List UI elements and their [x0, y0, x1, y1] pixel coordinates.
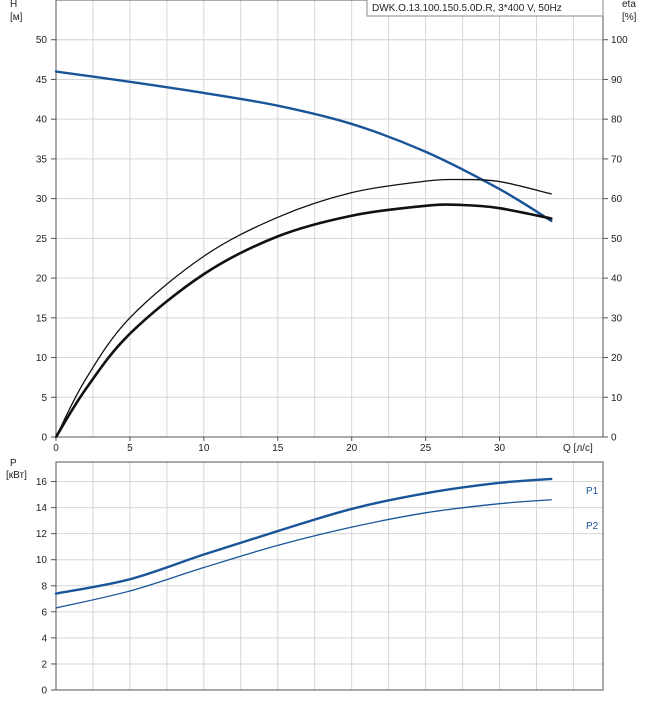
y-tick-label-power: 4 [41, 633, 47, 644]
bottom-series-group [54, 477, 553, 609]
x-tick-label: 5 [127, 443, 133, 454]
y-tick-label-right: 100 [611, 35, 628, 46]
y-tick-label-right: 50 [611, 234, 623, 245]
y-tick-label-left: 20 [36, 274, 48, 285]
y-tick-label-left: 30 [36, 194, 48, 205]
y-tick-label-power: 16 [36, 477, 48, 488]
y-axis-unit-power: [кВт] [6, 470, 27, 481]
y-axis-label-head: H [10, 0, 17, 10]
y-tick-label-power: 6 [41, 607, 47, 618]
y-tick-label-right: 20 [611, 353, 623, 364]
series-line-1 [54, 203, 553, 439]
y-axis-label-power: P [10, 458, 17, 469]
power-chart: 0 2 4 6 8 10 12 14 16 P [кВт] P1 P2 [6, 458, 604, 697]
y-tick-label-left: 10 [36, 353, 48, 364]
y-tick-label-right: 80 [611, 115, 623, 126]
y-tick-label-left: 25 [36, 234, 48, 245]
y-tick-label-left: 0 [41, 433, 47, 444]
series-line-p1 [54, 477, 553, 595]
y-tick-label-right: 60 [611, 194, 623, 205]
x-axis-label-flow: Q [л/с] [563, 443, 593, 454]
y-tick-label-right: 70 [611, 154, 623, 165]
top-grid [55, 0, 603, 438]
x-tick-label: 25 [420, 443, 432, 454]
y-tick-label-right: 40 [611, 274, 623, 285]
y-tick-label-power: 2 [41, 659, 47, 670]
y-tick-label-left: 40 [36, 115, 48, 126]
x-tick-label: 20 [346, 443, 358, 454]
x-tick-label: 0 [53, 443, 59, 454]
x-tick-label: 15 [272, 443, 284, 454]
series-label-p2: P2 [586, 521, 599, 532]
head-efficiency-chart: 0510152025303540455001020304050607080901… [10, 0, 637, 454]
y-tick-label-power: 8 [41, 581, 47, 592]
series-line-2 [55, 178, 552, 438]
y-tick-label-power: 10 [36, 555, 48, 566]
series-line-0 [54, 70, 553, 223]
y-tick-label-power: 12 [36, 529, 48, 540]
y-axis-unit-eta: [%] [622, 12, 637, 23]
series-line-p2 [55, 499, 552, 609]
y-tick-label-left: 35 [36, 154, 48, 165]
bottom-tick-labels: 0 2 4 6 8 10 12 14 16 [36, 477, 56, 697]
x-tick-label: 10 [198, 443, 210, 454]
series-label-p1: P1 [586, 486, 599, 497]
top-plot-frame [55, 0, 604, 438]
y-tick-label-right: 90 [611, 75, 623, 86]
y-tick-label-left: 45 [36, 75, 48, 86]
y-axis-unit-head: [м] [10, 12, 23, 23]
y-axis-label-eta: eta [622, 0, 636, 10]
y-tick-label-power: 0 [41, 686, 47, 697]
y-tick-label-left: 5 [41, 393, 47, 404]
y-tick-label-power: 14 [36, 503, 48, 514]
y-tick-label-left: 50 [36, 35, 48, 46]
x-tick-label: 30 [494, 443, 506, 454]
top-series-group [54, 70, 553, 439]
legend-text: DWK.O.13.100.150.5.0D.R, 3*400 V, 50Hz [372, 3, 562, 14]
top-tick-labels: 0510152025303540455001020304050607080901… [36, 35, 628, 454]
y-tick-label-left: 15 [36, 313, 48, 324]
y-tick-label-right: 10 [611, 393, 623, 404]
legend-box [366, 0, 604, 17]
bottom-plot-frame [55, 461, 604, 691]
y-tick-label-right: 30 [611, 313, 623, 324]
y-tick-label-right: 0 [611, 433, 617, 444]
